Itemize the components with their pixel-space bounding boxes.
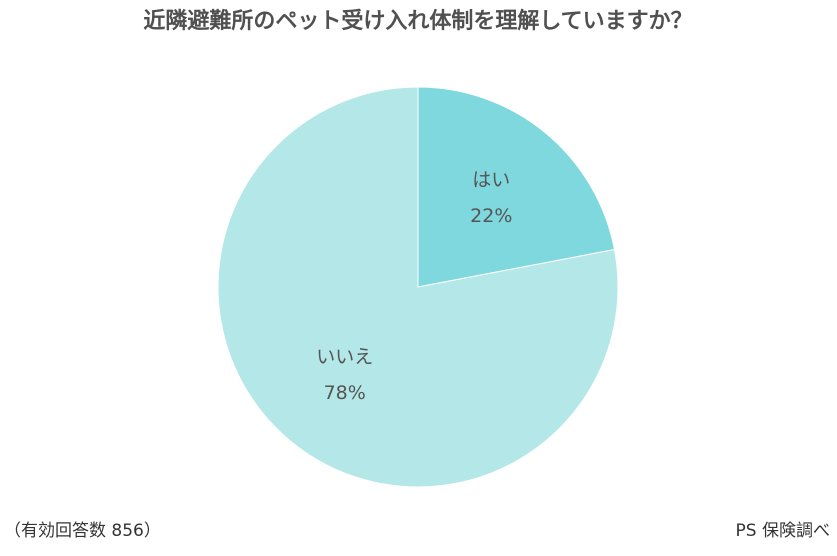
pie-slice bbox=[417, 86, 616, 288]
chart-title: 近隣避難所のペット受け入れ体制を理解していますか？ bbox=[143, 8, 692, 34]
value-label: 78% bbox=[324, 382, 366, 404]
value-label: 22% bbox=[470, 205, 512, 227]
source: PS 保険調べ bbox=[736, 521, 830, 541]
slice-label: はい bbox=[472, 169, 510, 191]
pie-slice bbox=[217, 86, 619, 488]
note: （有効回答数 856） bbox=[4, 521, 161, 541]
slice-label: いいえ bbox=[316, 346, 373, 368]
